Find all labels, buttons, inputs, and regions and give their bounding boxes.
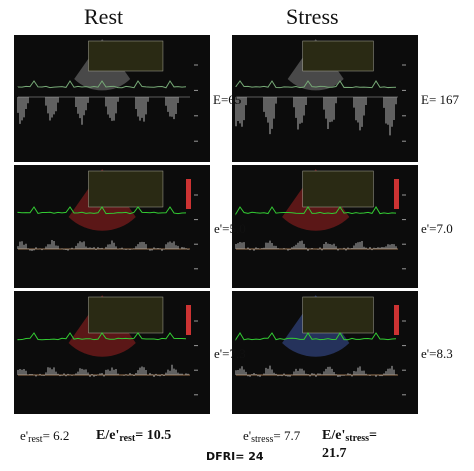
ecg-trace — [17, 332, 187, 341]
symbol: e' — [243, 428, 252, 443]
subscript: rest — [28, 434, 43, 445]
column-title: Rest — [84, 4, 124, 29]
value: = 7.7 — [273, 428, 301, 443]
ecg-trace — [235, 206, 397, 216]
summary-e-prime: e'stress= 7.7 — [243, 428, 300, 445]
value: = 21.7 — [322, 428, 378, 461]
ecg-trace — [17, 80, 187, 89]
doppler-signal — [17, 239, 189, 251]
measure-box — [302, 40, 374, 72]
measure-box — [302, 170, 374, 208]
dfri: DFRI= 24 — [206, 450, 264, 463]
value: = 6.2 — [42, 428, 70, 443]
ecg-trace — [235, 80, 397, 89]
ecg-trace — [17, 206, 187, 215]
color-bar — [186, 179, 191, 209]
value: = 10.5 — [135, 428, 172, 443]
measure-box — [302, 296, 374, 334]
ecg-trace — [235, 332, 397, 341]
doppler-signal — [235, 240, 397, 251]
panel-label: e'=7.3 — [214, 346, 246, 361]
subscript: rest — [119, 433, 136, 444]
measure-box — [88, 296, 164, 334]
measure-box — [88, 40, 164, 72]
doppler-signal — [17, 364, 189, 377]
panel-label: e'=5.0 — [214, 221, 246, 236]
doppler-signal — [17, 97, 179, 125]
measure-box — [88, 170, 164, 208]
panel-label: E=65 — [213, 92, 242, 107]
symbol: E/e' — [96, 428, 120, 443]
symbol: E/e' — [322, 428, 346, 443]
summary-ratio: E/e'stress= 21.7 — [322, 428, 392, 461]
column-title: Stress — [286, 4, 339, 29]
symbol: e' — [20, 428, 29, 443]
doppler-signal — [235, 365, 397, 377]
summary-e-prime: e'rest= 6.2 — [20, 428, 69, 445]
subscript: stress — [251, 434, 274, 445]
color-bar — [186, 305, 191, 335]
panel-label: e'=7.0 — [421, 221, 453, 236]
color-bar — [394, 305, 399, 335]
subscript: stress — [345, 433, 370, 444]
summary-ratio: E/e'rest= 10.5 — [96, 428, 171, 444]
doppler-signal — [235, 97, 397, 136]
panel-label: e'=8.3 — [421, 346, 453, 361]
panel-label: E= 167 — [421, 92, 460, 107]
color-bar — [394, 179, 399, 209]
